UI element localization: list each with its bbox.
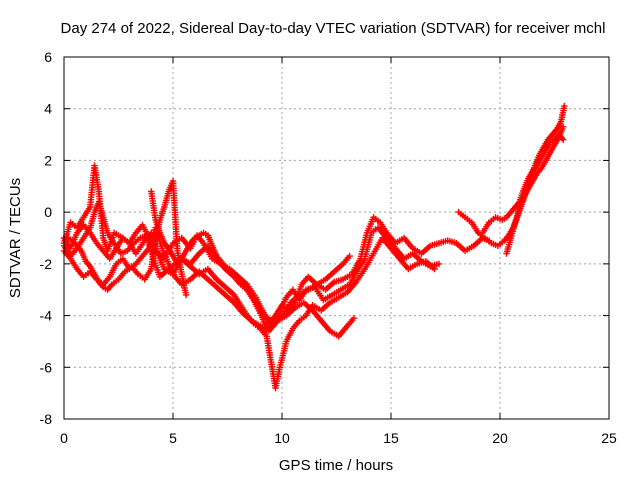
- data-point: [182, 291, 190, 299]
- chart-title: Day 274 of 2022, Sidereal Day-to-day VTE…: [61, 20, 606, 37]
- y-tick-label: -2: [40, 256, 53, 272]
- y-tick-label: 6: [44, 49, 52, 65]
- plot-frame: [63, 56, 610, 420]
- x-tick-label: 20: [492, 430, 508, 446]
- series-sat-track-6: [148, 188, 353, 327]
- y-tick-label: 4: [44, 101, 52, 117]
- data-point: [560, 123, 567, 130]
- data-series: [60, 102, 568, 392]
- data-point: [435, 260, 443, 268]
- y-tick-label: -8: [40, 411, 53, 427]
- x-tick-label: 15: [383, 430, 399, 446]
- data-point: [431, 265, 438, 273]
- x-axis-label: GPS time / hours: [279, 457, 393, 474]
- y-tick-label: 0: [44, 204, 52, 220]
- x-tick-label: 5: [169, 430, 177, 446]
- series-sat-track-1: [60, 162, 493, 327]
- x-tick-label: 25: [601, 430, 617, 446]
- data-point: [346, 252, 353, 260]
- x-tick-label: 10: [274, 430, 290, 446]
- series-sat-track-9: [503, 123, 567, 257]
- y-tick-label: -6: [40, 359, 53, 375]
- data-point: [560, 136, 567, 143]
- x-tick-label: 0: [60, 430, 68, 446]
- data-point: [561, 102, 568, 110]
- y-tick-label: -4: [40, 308, 53, 324]
- series-sat-track-5: [65, 177, 190, 299]
- y-axis-label: SDTVAR / TECUs: [7, 178, 24, 298]
- y-tick-label: 2: [44, 152, 52, 168]
- data-point: [350, 315, 358, 322]
